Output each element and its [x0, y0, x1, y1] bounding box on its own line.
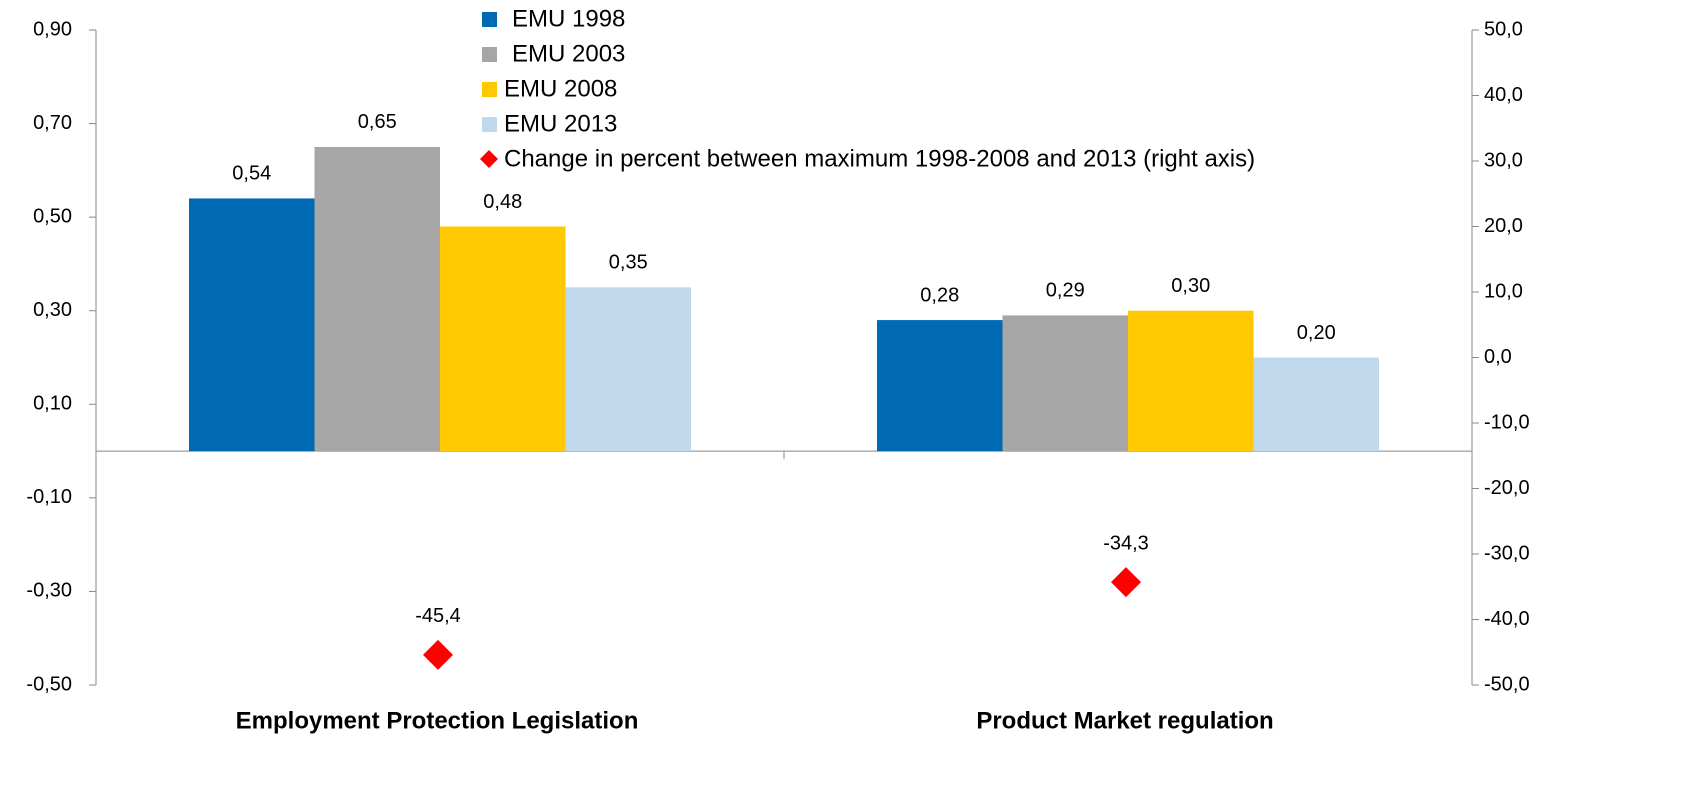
bar — [1002, 315, 1128, 452]
bar — [877, 320, 1003, 452]
legend-label: EMU 1998 — [512, 5, 625, 32]
legend-label: Change in percent between maximum 1998-2… — [504, 145, 1255, 172]
data-label: -45,4 — [415, 605, 461, 627]
bar — [1128, 310, 1254, 452]
y2-tick-label: -30,0 — [1484, 542, 1530, 564]
y2-tick-label: -40,0 — [1484, 608, 1530, 630]
bar — [314, 146, 440, 452]
bar — [1253, 357, 1379, 452]
legend-marker — [482, 82, 497, 97]
data-label: 0,48 — [483, 191, 522, 213]
y2-tick-label: 50,0 — [1484, 18, 1523, 40]
data-label: 0,54 — [232, 163, 271, 185]
legend-marker — [482, 117, 497, 132]
y-tick-label: 0,50 — [33, 205, 72, 227]
diamond-marker — [423, 639, 453, 670]
x-tick-label: Product Market regulation — [976, 707, 1273, 734]
data-label: 0,28 — [920, 284, 959, 306]
bar — [189, 198, 315, 452]
diamond-marker — [1111, 567, 1141, 598]
bar — [440, 226, 566, 452]
y-tick-label: -0,50 — [26, 673, 72, 695]
data-label: -34,3 — [1103, 532, 1149, 554]
legend-marker — [482, 12, 497, 27]
legend-marker — [480, 150, 498, 168]
y2-tick-label: 40,0 — [1484, 84, 1523, 106]
legend-label: EMU 2013 — [504, 110, 617, 137]
data-label: 0,20 — [1297, 322, 1336, 344]
legend-marker — [482, 47, 497, 62]
y2-tick-label: -50,0 — [1484, 673, 1530, 695]
y2-tick-label: -20,0 — [1484, 477, 1530, 499]
y2-tick-label: 30,0 — [1484, 149, 1523, 171]
y-tick-label: 0,70 — [33, 112, 72, 134]
data-label: 0,29 — [1046, 280, 1085, 302]
y-tick-label: 0,30 — [33, 299, 72, 321]
y2-tick-label: 10,0 — [1484, 280, 1523, 302]
y-tick-label: -0,30 — [26, 580, 72, 602]
y2-tick-label: 0,0 — [1484, 346, 1512, 368]
y-tick-label: 0,90 — [33, 18, 72, 40]
y2-tick-label: -10,0 — [1484, 411, 1530, 433]
bar — [565, 287, 691, 452]
x-tick-label: Employment Protection Legislation — [236, 707, 639, 734]
data-label: 0,30 — [1171, 275, 1210, 297]
y-tick-label: -0,10 — [26, 486, 72, 508]
y2-tick-label: 20,0 — [1484, 215, 1523, 237]
legend-label: EMU 2008 — [504, 75, 617, 102]
y-tick-label: 0,10 — [33, 393, 72, 415]
data-label: 0,35 — [609, 252, 648, 274]
data-label: 0,65 — [358, 111, 397, 133]
legend-label: EMU 2003 — [512, 40, 625, 67]
